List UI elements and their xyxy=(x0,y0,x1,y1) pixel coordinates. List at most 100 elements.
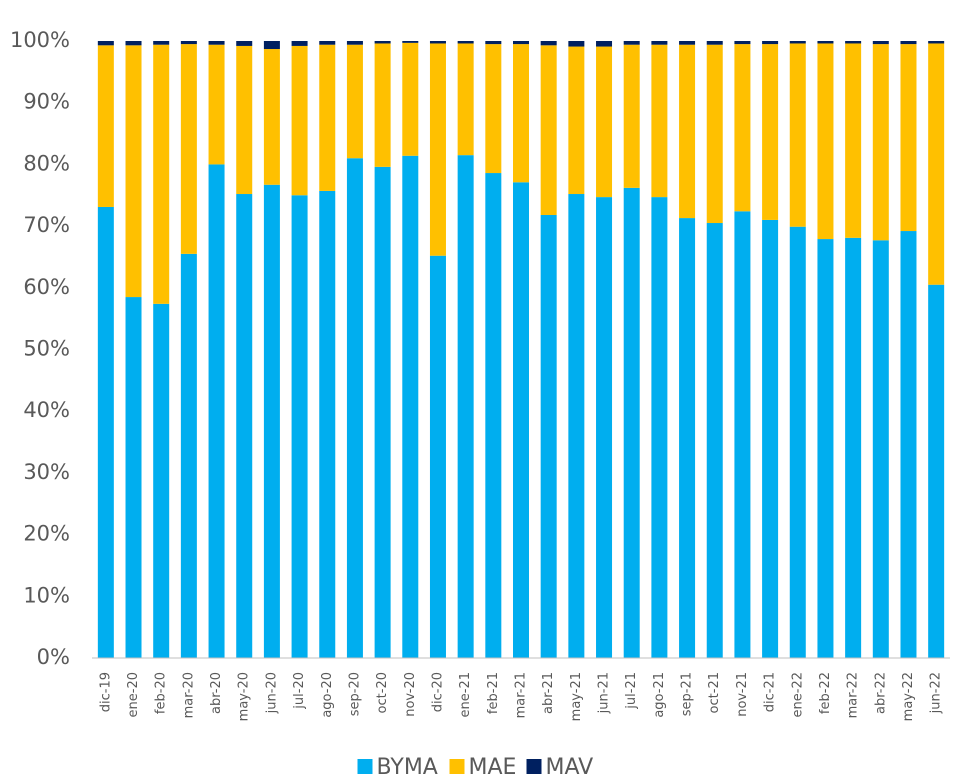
bar-segment xyxy=(928,284,945,658)
y-tick-label: 60% xyxy=(23,275,70,299)
x-tick-label: nov-21 xyxy=(735,672,750,717)
x-tick-label: abr-22 xyxy=(873,672,888,714)
x-tick-label: dic-20 xyxy=(430,672,445,712)
bar-segment xyxy=(513,41,529,45)
x-tick-label: jun-21 xyxy=(597,672,612,714)
bar-segment xyxy=(513,44,529,183)
legend-swatch xyxy=(357,759,373,774)
bar-segment xyxy=(734,44,751,212)
x-tick-label: jul-20 xyxy=(292,672,307,710)
bar-segment xyxy=(402,155,419,658)
bar-segment xyxy=(623,41,640,45)
bar-segment xyxy=(817,239,834,658)
bar-segment xyxy=(513,182,529,658)
bar-segment xyxy=(374,43,391,167)
bar-segment xyxy=(540,41,557,46)
legend-label: BYMA xyxy=(377,755,438,780)
x-tick-label: abr-20 xyxy=(209,672,224,714)
bar-segment xyxy=(900,41,917,45)
bar-segment xyxy=(180,41,197,45)
bar-segment xyxy=(236,41,253,46)
bar-segment xyxy=(540,214,557,658)
x-tick-label: may-21 xyxy=(569,672,584,721)
bar-segment xyxy=(236,45,253,195)
bar-segment xyxy=(734,211,751,659)
bar-segment xyxy=(153,41,170,45)
bar-segment xyxy=(568,194,585,659)
bar-segment xyxy=(97,41,114,46)
x-tick-label: dic-19 xyxy=(98,672,113,712)
bar-segment xyxy=(429,255,446,658)
x-tick-label: may-20 xyxy=(237,672,252,721)
y-tick-label: 0% xyxy=(37,645,70,669)
bar-segment xyxy=(706,41,723,45)
bar-segment xyxy=(125,41,142,46)
bar-segment xyxy=(540,45,557,215)
x-tick-label: feb-20 xyxy=(154,672,169,714)
bar-segment xyxy=(789,43,806,227)
bar-segment xyxy=(789,226,806,659)
bar-segment xyxy=(623,187,640,658)
bar-segment xyxy=(485,173,502,658)
bar-segment xyxy=(346,44,363,159)
bar-segment xyxy=(596,41,613,47)
bar-segment xyxy=(236,194,253,659)
bar-segment xyxy=(457,43,474,156)
x-tick-label: feb-22 xyxy=(818,672,833,714)
bar-segment xyxy=(208,44,225,165)
bar-segment xyxy=(208,41,225,45)
bar-segment xyxy=(208,164,225,658)
bar-segment xyxy=(706,44,723,224)
bar-segment xyxy=(125,297,142,658)
bar-segment xyxy=(872,41,889,45)
bar-segment xyxy=(319,44,336,191)
x-tick-label: dic-21 xyxy=(763,672,778,712)
bar-segment xyxy=(789,41,806,44)
bar-segment xyxy=(928,43,945,285)
bar-segment xyxy=(817,43,834,240)
y-tick-label: 10% xyxy=(23,583,70,607)
bar-segment xyxy=(346,158,363,659)
bar-segment xyxy=(568,41,585,47)
bar-segment xyxy=(180,44,197,254)
x-tick-label: may-22 xyxy=(901,672,916,721)
x-tick-label: sep-20 xyxy=(347,672,362,716)
bar-segment xyxy=(402,42,419,156)
bar-segment xyxy=(651,41,668,45)
x-tick-label: sep-21 xyxy=(680,672,695,716)
bar-segment xyxy=(679,218,696,659)
x-tick-label: oct-20 xyxy=(375,672,390,713)
bar-segment xyxy=(374,41,391,44)
bar-segment xyxy=(900,44,917,232)
x-tick-label: mar-21 xyxy=(514,672,529,718)
y-tick-label: 70% xyxy=(23,213,70,237)
bar-segment xyxy=(125,45,142,298)
bar-segment xyxy=(845,237,862,658)
x-tick-label: ene-20 xyxy=(126,672,141,717)
bar-segment xyxy=(762,219,779,658)
bar-segment xyxy=(928,41,945,44)
bar-segment xyxy=(180,253,197,659)
bar-segment xyxy=(651,197,668,658)
legend-swatch xyxy=(449,759,465,774)
bar-segment xyxy=(97,45,114,207)
bar-segment xyxy=(263,41,280,50)
legend-label: MAE xyxy=(469,755,517,780)
x-tick-label: mar-22 xyxy=(846,672,861,718)
bar-segment xyxy=(374,166,391,659)
bar-segment xyxy=(596,197,613,658)
bar-segment xyxy=(319,190,336,658)
bar-segment xyxy=(845,43,862,238)
x-tick-label: jun-22 xyxy=(929,672,944,714)
bar-segment xyxy=(872,240,889,658)
bar-segment xyxy=(485,44,502,174)
bar-segment xyxy=(291,195,308,658)
y-tick-label: 80% xyxy=(23,151,70,175)
bar-segment xyxy=(706,223,723,658)
x-tick-label: ene-21 xyxy=(458,672,473,717)
bar-segment xyxy=(153,303,170,658)
legend-label: MAV xyxy=(546,755,594,780)
x-tick-label: jun-20 xyxy=(264,672,279,714)
bar-segment xyxy=(457,155,474,658)
